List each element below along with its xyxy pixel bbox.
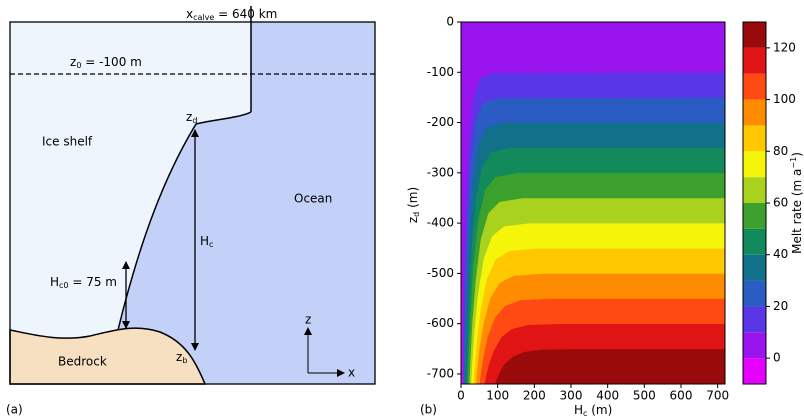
colorbar-band xyxy=(743,203,766,229)
diagram-panel: xcalve = 640 km z0 = -100 m zd Ice shelf… xyxy=(6,6,376,417)
hc0-label: Hc0 = 75 m xyxy=(50,275,117,290)
colorbar-band xyxy=(743,73,766,100)
colorbar-tick-label: 80 xyxy=(773,144,788,158)
label-part: (m) xyxy=(406,187,420,212)
y-tick-label: -100 xyxy=(427,65,454,79)
y-tick-label: -200 xyxy=(427,115,454,129)
calve-label: xcalve = 640 km xyxy=(186,7,277,22)
contour-line xyxy=(462,97,726,385)
label-part: z xyxy=(70,55,76,69)
colorbar-tick-label: 40 xyxy=(773,247,788,261)
label-sub: d xyxy=(192,116,197,125)
label-sub: d xyxy=(412,212,421,217)
y-tick-label: -500 xyxy=(427,266,454,280)
panel-label: (a) xyxy=(6,403,23,417)
label-part: z xyxy=(186,110,192,124)
plot-frame xyxy=(460,21,726,385)
y-tick-label: -700 xyxy=(427,366,454,380)
contour-line xyxy=(479,298,725,385)
zb-label: zb xyxy=(176,350,187,365)
plot-area xyxy=(460,22,726,385)
label-part: z xyxy=(176,350,182,364)
colorbar-tick-label: 60 xyxy=(773,196,788,210)
y-tick-label: -600 xyxy=(427,316,454,330)
colorbar-tick-label: 100 xyxy=(773,92,796,106)
label-part: = 75 m xyxy=(69,275,117,289)
panel-label: (b) xyxy=(420,403,437,417)
y-tick-label: -300 xyxy=(427,165,454,179)
colorbar-band xyxy=(743,22,766,48)
contour-line xyxy=(475,273,725,385)
label-part: z xyxy=(406,217,420,223)
label-part: Melt rate (m a xyxy=(790,169,804,254)
y-axis-label: zd (m) xyxy=(406,187,421,223)
ice-base xyxy=(117,111,252,331)
x-tick-label: 600 xyxy=(670,389,693,403)
axis-z-label: z xyxy=(305,313,311,327)
diagram-frame xyxy=(9,21,376,385)
contour-line xyxy=(468,197,725,385)
zd-label: zd xyxy=(186,110,197,125)
colorbar-tick-label: 20 xyxy=(773,299,788,313)
colorbar-tick-label: 0 xyxy=(773,351,781,365)
x-tick-label: 300 xyxy=(560,389,583,403)
colorbar-band xyxy=(743,280,766,307)
colorbar-band xyxy=(743,332,766,359)
contour-line xyxy=(472,248,725,385)
colorbar-band xyxy=(743,99,766,126)
label-sub: c xyxy=(209,240,213,249)
contour-line xyxy=(494,348,725,385)
label-sub: c0 xyxy=(59,281,69,290)
label-part: = 640 km xyxy=(214,7,277,21)
contour-line xyxy=(464,122,725,385)
contour-line xyxy=(470,222,725,385)
colorbar-band xyxy=(743,306,766,333)
x-axis-label: Hc (m) xyxy=(574,403,612,418)
colorbar-band xyxy=(743,151,766,178)
colorbar-label: Melt rate (m a−1) xyxy=(789,152,804,254)
y-tick-label: 0 xyxy=(446,15,454,29)
x-tick-label: 0 xyxy=(457,389,465,403)
label-sub: b xyxy=(182,356,187,365)
label-part: ) xyxy=(790,152,804,157)
colorbar-band xyxy=(743,358,766,384)
label-part: = -100 m xyxy=(81,55,141,69)
contour-region xyxy=(461,22,725,384)
ice-label: Ice shelf xyxy=(42,135,93,149)
contour-region xyxy=(461,22,725,384)
ocean-label: Ocean xyxy=(294,192,332,206)
x-tick-label: 500 xyxy=(633,389,656,403)
x-tick-label: 700 xyxy=(706,389,729,403)
label-sub: c xyxy=(583,409,587,418)
contour-line xyxy=(466,172,725,385)
hc-label: Hc xyxy=(200,234,213,249)
colorbar-band xyxy=(743,47,766,74)
x-tick-label: 200 xyxy=(523,389,546,403)
label-sub: 0 xyxy=(76,61,81,70)
contour-line xyxy=(461,72,726,385)
label-part: H xyxy=(200,234,209,248)
colorbar-band xyxy=(743,177,766,203)
colorbar-band xyxy=(743,228,766,255)
label-sup: −1 xyxy=(789,157,798,169)
axis-x-label: x xyxy=(348,366,355,380)
x-tick-label: 400 xyxy=(596,389,619,403)
contour-line xyxy=(465,147,725,385)
label-sub: calve xyxy=(193,13,214,22)
colorbar-band xyxy=(743,125,766,152)
contour-line xyxy=(484,323,725,385)
bedrock-label: Bedrock xyxy=(58,355,107,369)
ice-region xyxy=(10,22,251,340)
colorbar-tick-label: 120 xyxy=(773,40,796,54)
contour-panel: (b) Hc (m) zd (m) Melt rate (m a−1) 0 100… xyxy=(406,15,804,418)
z0-label: z0 = -100 m xyxy=(70,55,142,70)
label-part: H xyxy=(574,403,583,417)
label-part: x xyxy=(186,7,193,21)
label-part: (m) xyxy=(587,403,612,417)
y-tick-label: -400 xyxy=(427,216,454,230)
x-tick-label: 100 xyxy=(486,389,509,403)
colorbar-band xyxy=(743,254,766,281)
label-part: H xyxy=(50,275,59,289)
